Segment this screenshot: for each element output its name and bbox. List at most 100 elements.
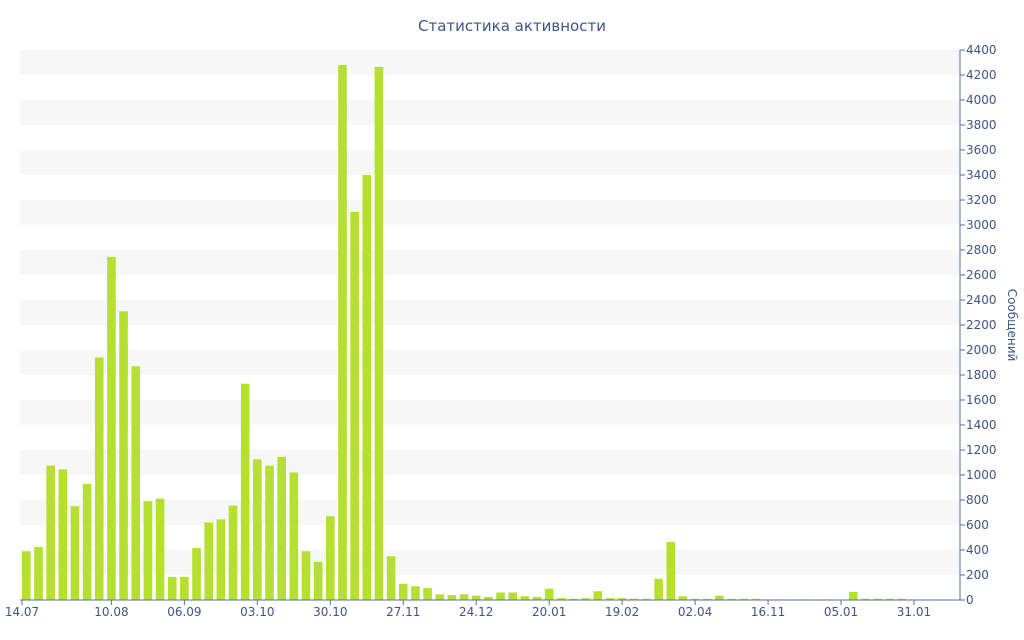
bar: [192, 548, 201, 601]
bar: [739, 598, 749, 600]
bar: [471, 595, 481, 601]
bar-series: [22, 65, 919, 601]
y-axis-label: Сообщений: [1005, 289, 1019, 362]
grid-band: [20, 400, 960, 425]
y-tick-label: 1200: [966, 443, 997, 457]
bar: [46, 465, 55, 601]
bar: [167, 576, 177, 601]
bar: [447, 595, 457, 600]
y-tick-label: 2000: [966, 343, 997, 357]
bar: [496, 592, 505, 600]
bar: [131, 366, 141, 600]
y-tick-label: 3600: [966, 143, 997, 157]
bar: [277, 456, 286, 601]
bar: [228, 505, 238, 601]
grid-band: [20, 500, 960, 525]
bar: [265, 465, 274, 601]
grid-band: [20, 550, 960, 575]
bar: [350, 211, 359, 601]
grid-band: [20, 350, 960, 375]
bar: [642, 598, 651, 600]
bar: [715, 595, 724, 601]
bar: [143, 501, 153, 600]
bar: [630, 598, 639, 600]
x-tick-label: 24.12: [459, 605, 493, 619]
bar: [180, 576, 189, 601]
bar: [848, 591, 858, 601]
bar: [362, 175, 372, 600]
bar: [861, 598, 870, 600]
bar: [459, 594, 469, 601]
bar: [289, 472, 299, 600]
bar: [34, 546, 43, 601]
y-tick-label: 3200: [966, 193, 997, 207]
bar: [374, 66, 384, 601]
x-tick-label: 16.11: [751, 605, 785, 619]
bar: [107, 256, 116, 601]
x-tick-label: 14.07: [5, 605, 39, 619]
bar: [654, 578, 663, 600]
grid-band: [20, 150, 960, 175]
bar: [253, 459, 262, 601]
bar: [301, 551, 311, 600]
bar: [751, 598, 761, 600]
x-tick-label: 03.10: [240, 605, 274, 619]
bar: [544, 588, 554, 600]
grid-band: [20, 300, 960, 325]
y-tick-label: 2200: [966, 318, 997, 332]
y-tick-label: 2400: [966, 293, 997, 307]
y-tick-label: 3800: [966, 118, 997, 132]
bar: [557, 598, 566, 601]
bar: [702, 598, 712, 600]
bar: [727, 598, 736, 600]
x-tick-label: 27.11: [386, 605, 420, 619]
bar: [338, 65, 347, 600]
bar: [581, 598, 590, 601]
bar: [22, 551, 31, 600]
x-tick-label: 30.10: [313, 605, 347, 619]
grid-band: [20, 200, 960, 225]
grid-band: [20, 50, 960, 75]
y-tick-label: 2800: [966, 243, 997, 257]
y-tick-label: 4000: [966, 93, 997, 107]
bar: [94, 357, 104, 600]
x-tick-label: 02.04: [678, 605, 712, 619]
bar: [897, 598, 907, 600]
bar: [666, 541, 676, 601]
bar: [386, 556, 396, 600]
bar: [204, 522, 213, 600]
bar: [216, 519, 226, 601]
bar: [58, 469, 68, 601]
y-tick-label: 1800: [966, 368, 997, 382]
bar: [435, 594, 445, 601]
bar: [569, 598, 578, 600]
bar: [411, 586, 420, 600]
y-tick-label: 200: [966, 568, 989, 582]
bar: [532, 596, 542, 601]
y-tick-label: 3000: [966, 218, 997, 232]
y-tick-label: 1400: [966, 418, 997, 432]
bar: [617, 598, 627, 601]
grid-band: [20, 250, 960, 275]
grid-bands: [20, 50, 960, 575]
y-tick-label: 4200: [966, 68, 997, 82]
bar: [155, 498, 165, 600]
x-tick-label: 31.01: [897, 605, 931, 619]
x-tick-label: 20.01: [532, 605, 566, 619]
y-tick-label: 2600: [966, 268, 997, 282]
y-tick-label: 400: [966, 543, 989, 557]
bar: [593, 591, 603, 600]
y-tick-label: 600: [966, 518, 989, 532]
axes: 0 200 400 600 800 1000 1200 1400 1600 1800 2000 220…: [5, 43, 997, 619]
bar: [423, 588, 432, 601]
y-tick-label: 800: [966, 493, 989, 507]
chart-title: Статистика активности: [418, 17, 606, 35]
grid-band: [20, 100, 960, 125]
x-tick-label: 10.08: [94, 605, 128, 619]
bar: [70, 506, 80, 600]
y-tick-label: 0: [966, 593, 974, 607]
bar: [690, 598, 700, 600]
x-tick-label: 06.09: [167, 605, 201, 619]
